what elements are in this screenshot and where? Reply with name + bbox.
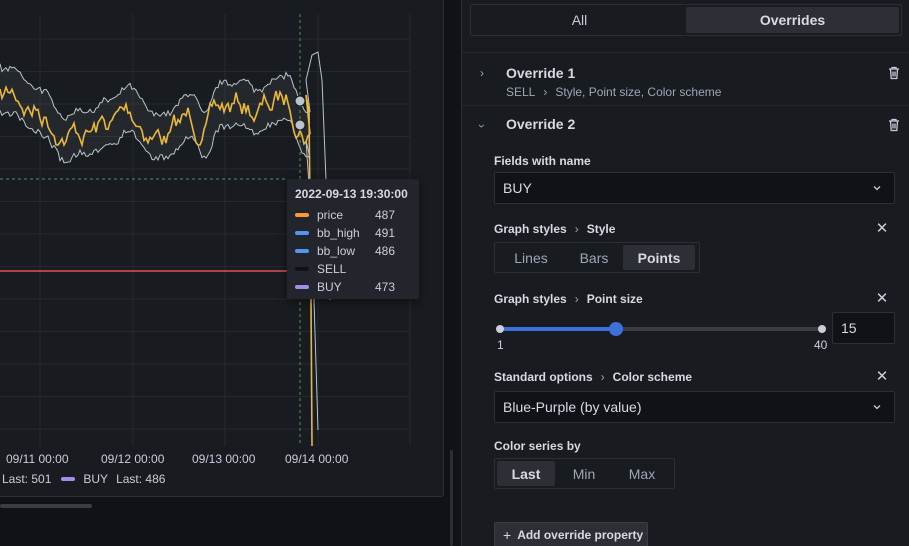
override-1-matcher: SELL: [506, 85, 536, 99]
override-1-summary: SELL › Style, Point size, Color scheme: [506, 85, 721, 99]
color-scheme-value: Blue-Purple (by value): [503, 399, 642, 415]
remove-property-close-icon[interactable]: ✕: [875, 290, 889, 307]
override-2-header[interactable]: › Override 2: [462, 105, 909, 145]
slider-max-label: 40: [814, 338, 828, 352]
color-by-option-max[interactable]: Max: [628, 465, 656, 482]
style-option-points[interactable]: Points: [623, 245, 695, 270]
tooltip-series-name: price: [317, 208, 344, 222]
slider-max-dot: [818, 325, 826, 333]
plus-icon: +: [503, 527, 512, 543]
slider-min-label: 1: [497, 338, 504, 352]
x-tick-label: 09/11 00:00: [6, 452, 69, 466]
style-property-label: Graph styles › Style: [494, 222, 615, 236]
tooltip-swatch: [295, 249, 309, 253]
chart-tooltip: 2022-09-13 19:30:00 price 487 bb_high 49…: [287, 179, 419, 299]
breadcrumb-separator-icon: ›: [543, 85, 548, 99]
tooltip-swatch: [295, 267, 309, 271]
style-option-lines[interactable]: Lines: [514, 249, 548, 266]
legend-swatch-buy[interactable]: [61, 477, 76, 481]
tooltip-series-value: 486: [375, 244, 396, 258]
splitter-scrollbar[interactable]: [450, 450, 453, 546]
slider-min-dot: [496, 325, 504, 333]
color-series-by-radio-group: Last Min Max: [494, 458, 675, 489]
tooltip-row: price 487: [295, 206, 411, 224]
style-option-bars[interactable]: Bars: [579, 249, 609, 266]
legend-prev-last-value: Last: 501: [2, 472, 52, 486]
color-by-option-min[interactable]: Min: [572, 465, 596, 482]
color-scheme-name: Color scheme: [612, 370, 693, 384]
color-by-option-last[interactable]: Last: [497, 461, 555, 486]
tooltip-row: BUY 473: [295, 278, 411, 296]
series-line-price: [0, 84, 313, 447]
color-scheme-select[interactable]: Blue-Purple (by value): [494, 391, 895, 423]
color-scheme-category: Standard options: [494, 370, 593, 384]
point-size-slider-track[interactable]: [500, 327, 822, 331]
tooltip-series-value: 473: [375, 280, 396, 294]
tooltip-row: bb_high 491: [295, 224, 411, 242]
add-override-property-label: Add override property: [517, 528, 644, 542]
add-override-property-button[interactable]: + Add override property: [494, 522, 648, 546]
tooltip-series-name: bb_low: [317, 244, 356, 258]
fields-with-name-value: BUY: [503, 180, 532, 196]
panel-options-pane: All Overrides › Override 1 SELL › Style, P…: [461, 0, 909, 546]
divider: [462, 105, 909, 106]
tooltip-swatch: [295, 231, 309, 235]
override-1-properties: Style, Point size, Color scheme: [555, 85, 722, 99]
tooltip-series-value: 491: [375, 226, 396, 240]
tooltip-row: SELL: [295, 260, 411, 278]
x-tick-label: 09/13 00:00: [192, 452, 256, 466]
x-tick-label: 09/12 00:00: [101, 452, 165, 466]
hover-point-bb-high: [294, 95, 306, 107]
fields-with-name-label: Fields with name: [494, 154, 591, 168]
chevron-right-icon[interactable]: ›: [480, 66, 484, 80]
tooltip-timestamp: 2022-09-13 19:30:00: [295, 187, 408, 201]
point-size-slider-fill: [500, 327, 616, 331]
bollinger-band-fill: [0, 63, 310, 163]
options-tab-bar: All Overrides: [470, 4, 902, 36]
hover-point-bb-low: [294, 119, 306, 131]
tab-overrides[interactable]: Overrides: [686, 7, 899, 33]
point-size-category: Graph styles: [494, 292, 567, 306]
series-line-bb-low: [0, 110, 319, 431]
style-radio-group: Lines Bars Points: [494, 242, 700, 273]
point-size-name: Point size: [586, 292, 643, 306]
tooltip-swatch: [295, 213, 309, 217]
point-size-property-label: Graph styles › Point size: [494, 292, 643, 306]
breadcrumb-separator-icon: ›: [574, 292, 579, 306]
tooltip-series-name: BUY: [317, 280, 342, 294]
remove-property-close-icon[interactable]: ✕: [875, 220, 889, 237]
tooltip-series-name: SELL: [317, 262, 347, 276]
legend-buy-last-value: Last: 486: [116, 472, 166, 486]
tooltip-row: bb_low 486: [295, 242, 411, 260]
series-line-bb-high: [0, 51, 331, 301]
breadcrumb-separator-icon: ›: [600, 370, 605, 384]
breadcrumb-separator-icon: ›: [574, 222, 579, 236]
panel-horizontal-scrollbar[interactable]: [0, 504, 92, 508]
legend-item-buy[interactable]: BUY: [83, 472, 109, 486]
tooltip-series-name: bb_high: [317, 226, 360, 240]
time-series-panel: 09/11 00:00 09/12 00:00 09/13 00:00 09/1…: [0, 0, 444, 497]
fields-with-name-select[interactable]: BUY: [494, 172, 895, 204]
chevron-down-icon: [873, 186, 881, 191]
trash-icon[interactable]: [886, 65, 902, 81]
override-1-title[interactable]: Override 1: [506, 65, 576, 81]
style-name: Style: [586, 222, 616, 236]
override-1-header[interactable]: › Override 1 SELL › Style, Point size, Col…: [462, 52, 909, 104]
tooltip-series-value: 487: [375, 208, 396, 222]
x-tick-label: 09/14 00:00: [285, 452, 349, 466]
divider: [462, 52, 909, 53]
override-2-title[interactable]: Override 2: [506, 116, 576, 132]
color-series-by-label: Color series by: [494, 439, 581, 453]
point-size-slider-thumb[interactable]: [608, 322, 623, 336]
chart-legend: Last: 501 BUY Last: 486: [0, 472, 165, 486]
point-size-input[interactable]: [832, 312, 895, 344]
chevron-down-icon: [873, 405, 881, 410]
remove-property-close-icon[interactable]: ✕: [875, 368, 889, 385]
tooltip-swatch: [295, 285, 309, 289]
trash-icon[interactable]: [886, 117, 902, 133]
color-scheme-property-label: Standard options › Color scheme: [494, 370, 692, 384]
style-category: Graph styles: [494, 222, 567, 236]
tab-all[interactable]: All: [571, 12, 588, 28]
chevron-down-icon[interactable]: ›: [475, 124, 489, 128]
